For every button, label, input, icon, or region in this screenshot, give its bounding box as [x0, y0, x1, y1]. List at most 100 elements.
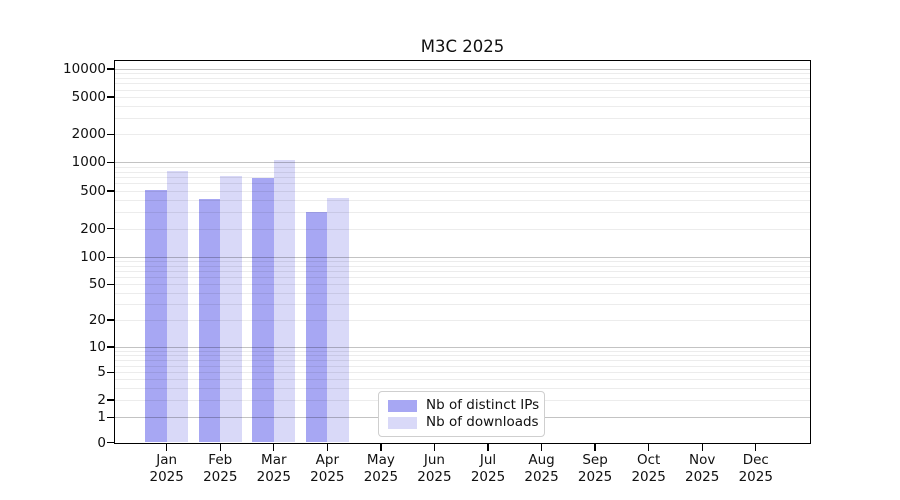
gridline-minor — [114, 73, 811, 75]
bar-downloads-mar — [273, 160, 296, 443]
y-axis-tick-label: 10000 — [63, 61, 106, 77]
bar-distinct-ips-feb — [198, 198, 221, 443]
x-axis-tick — [540, 444, 543, 451]
x-axis-tick-label: Jun 2025 — [417, 452, 452, 485]
bar-downloads-feb — [220, 175, 242, 443]
gridline-minor — [114, 304, 811, 306]
gridline-minor — [114, 117, 811, 119]
gridline-major — [114, 257, 811, 259]
x-axis-tick — [701, 444, 703, 451]
gridline-major — [114, 69, 811, 70]
bar-downloads-apr — [327, 198, 349, 443]
gridline-minor — [114, 372, 811, 374]
gridline-minor — [114, 171, 811, 173]
x-axis-tick — [273, 444, 275, 451]
x-axis-tick — [647, 444, 650, 451]
gridline-minor — [114, 106, 811, 108]
legend-item-downloads: Nb of downloads — [388, 415, 539, 430]
x-axis-tick-label: Jan 2025 — [149, 452, 184, 485]
y-axis-tick-label: 5000 — [71, 89, 106, 106]
x-axis-tick — [219, 444, 221, 451]
plot-area — [114, 60, 811, 444]
y-axis-tick-label: 2 — [97, 392, 106, 408]
x-axis-tick-label: Aug 2025 — [524, 452, 559, 485]
y-axis-tick-label: 100 — [80, 249, 106, 266]
x-axis-tick — [433, 444, 436, 451]
gridline-minor — [114, 89, 811, 91]
gridline-minor — [114, 271, 811, 273]
y-axis-tick — [107, 371, 114, 373]
bar-distinct-ips-mar — [252, 178, 274, 443]
x-axis-tick-label: Nov 2025 — [685, 452, 720, 485]
gridline-minor — [114, 228, 811, 230]
gridline-minor — [114, 261, 811, 263]
x-axis-tick-label: Dec 2025 — [738, 452, 773, 485]
y-axis-tick — [107, 190, 114, 192]
legend-label-distinct-ips: Nb of distinct IPs — [426, 397, 540, 413]
gridline-minor — [114, 360, 811, 362]
legend-swatch-downloads — [388, 416, 417, 429]
y-axis-tick-label: 5 — [97, 364, 106, 381]
y-axis-tick — [107, 68, 114, 70]
y-axis-tick-label: 1000 — [71, 154, 106, 171]
y-axis-tick — [107, 346, 114, 348]
gridline-minor — [114, 319, 811, 321]
gridline-minor — [114, 292, 811, 294]
gridline-minor — [114, 387, 811, 389]
gridline-minor — [114, 350, 811, 352]
gridline-minor — [114, 177, 811, 179]
gridline-minor — [114, 97, 811, 99]
x-axis-tick-label: May 2025 — [363, 452, 399, 485]
gridline-major — [114, 347, 811, 348]
x-axis-tick-label: Apr 2025 — [310, 452, 345, 485]
x-axis-tick — [755, 444, 757, 451]
x-axis-tick — [166, 444, 168, 451]
gridline-minor — [114, 78, 811, 80]
y-axis-tick-label: 0 — [97, 434, 106, 451]
x-axis-tick-label: Oct 2025 — [631, 452, 666, 485]
gridline-minor — [114, 166, 811, 168]
y-axis-tick — [107, 283, 114, 285]
y-axis-tick-label: 200 — [80, 220, 106, 237]
bar-downloads-jan — [166, 170, 189, 443]
y-axis-tick-label: 10 — [88, 339, 106, 355]
bar-distinct-ips-apr — [305, 212, 328, 443]
gridline-minor — [114, 183, 811, 185]
chart-title: M3C 2025 — [420, 37, 505, 56]
gridline-minor — [114, 365, 811, 367]
gridline-minor — [114, 134, 811, 136]
bar-distinct-ips-jan — [145, 190, 167, 443]
gridline-minor — [114, 284, 811, 286]
y-axis-tick-label: 20 — [88, 311, 106, 328]
y-axis-tick — [107, 96, 114, 98]
y-axis-tick — [107, 441, 114, 444]
x-axis-tick — [326, 444, 329, 451]
y-axis-tick — [107, 256, 114, 258]
gridline-minor — [114, 212, 811, 214]
gridline-major — [114, 162, 811, 164]
y-axis-tick — [107, 399, 114, 401]
y-axis-tick-label: 50 — [88, 276, 106, 293]
y-axis-tick — [107, 416, 114, 418]
y-axis-tick — [107, 133, 114, 135]
legend-label-downloads: Nb of downloads — [426, 414, 539, 430]
legend-item-distinct-ips: Nb of distinct IPs — [388, 398, 539, 413]
x-axis-tick-label: Jul 2025 — [470, 452, 506, 485]
gridline-minor — [114, 83, 811, 85]
y-axis-tick — [107, 319, 114, 321]
gridline-minor — [114, 265, 811, 267]
gridline-minor — [114, 277, 811, 279]
gridline-minor — [114, 355, 811, 357]
x-axis-tick — [487, 444, 489, 451]
y-axis-tick — [107, 161, 114, 164]
gridline-minor — [114, 190, 811, 192]
y-axis-tick-label: 2000 — [71, 126, 106, 143]
x-axis-tick — [594, 444, 596, 451]
y-axis-tick — [107, 228, 114, 230]
x-axis-tick — [380, 444, 382, 451]
x-axis-tick-label: Sep 2025 — [577, 452, 613, 485]
gridline-minor — [114, 200, 811, 202]
gridline-minor — [114, 379, 811, 381]
legend-swatch-distinct-ips — [388, 399, 417, 412]
